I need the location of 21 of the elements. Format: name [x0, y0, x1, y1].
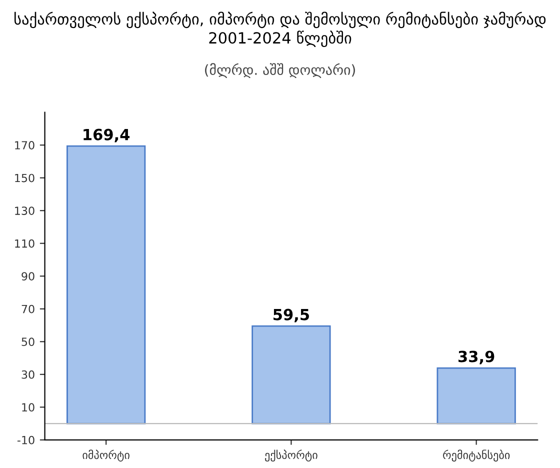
y-tick-label: 30	[22, 370, 34, 379]
chart-title: საქართველოს ექსპორტი, იმპორტი და შემოსული რემიტანსები ჯამურად 2001-2024 წლებში	[14, 12, 546, 48]
y-tick-label: -10	[17, 436, 34, 444]
y-tick-label: 10	[22, 403, 34, 412]
data-label: 169,4	[84, 128, 130, 142]
chart-subtitle: (მლრდ. აშშ დოლარი)	[205, 63, 355, 78]
data-label: 59,5	[274, 308, 309, 322]
y-tick-label: 90	[22, 272, 34, 280]
y-tick-label: 130	[15, 206, 34, 215]
x-tick-label: რემიტანსები	[443, 450, 510, 462]
data-label: 33,9	[458, 350, 494, 364]
y-tick-label: 150	[15, 174, 34, 182]
x-tick-label: ექსპორტი	[265, 450, 318, 462]
y-tick-label: 50	[22, 338, 34, 346]
bar	[252, 325, 331, 424]
y-tick-label: 70	[22, 304, 34, 314]
y-tick-label: 110	[15, 239, 34, 248]
bar	[436, 367, 516, 424]
bar	[66, 145, 146, 424]
y-tick-label: 170	[15, 141, 34, 150]
x-tick-label: იმპორტი	[82, 450, 130, 462]
